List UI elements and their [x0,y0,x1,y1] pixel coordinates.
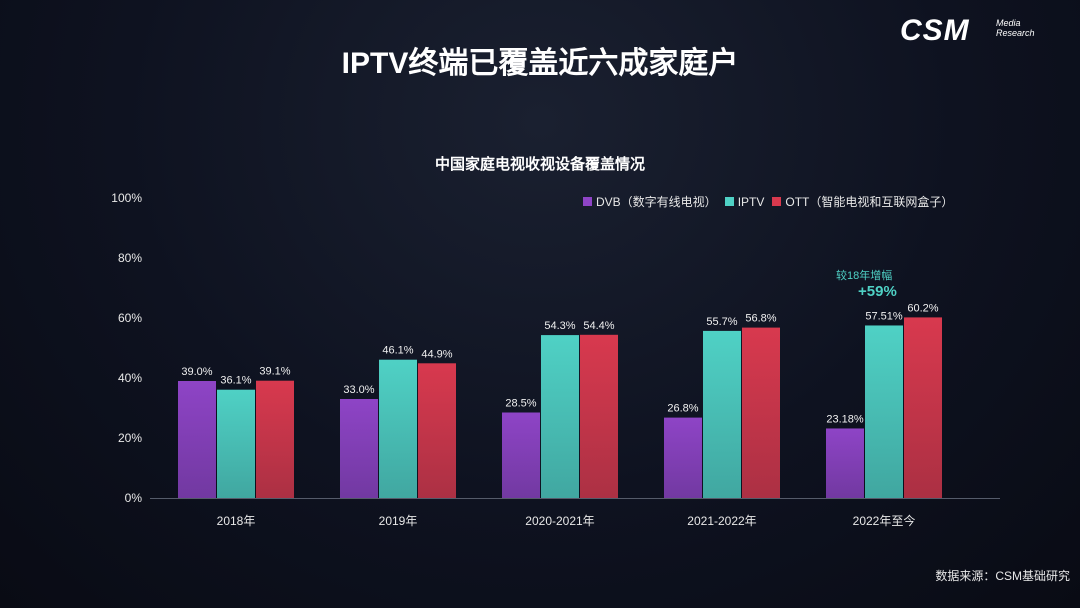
x-tick-label: 2018年 [217,514,256,528]
legend-swatch-ott [772,197,782,206]
csm-logo: CSM Media Research [900,14,1050,48]
data-label: 36.1% [220,375,251,387]
bar-ott [580,334,618,498]
data-label: 60.2% [907,302,938,314]
bar-iptv [541,335,579,498]
data-source: 数据来源：CSM基础研究 [935,569,1070,583]
legend-label-iptv: IPTV [737,194,765,209]
bar-ott [256,380,294,498]
legend-item-dvb: DVB（数字有线电视） [583,193,717,210]
data-label: 54.3% [544,320,575,332]
bar-dvb [826,428,864,498]
data-label: 46.1% [382,345,413,357]
logo-mark: CSM [900,14,970,47]
bar-dvb [664,417,702,498]
bar-dvb [340,399,378,498]
y-tick-label: 20% [118,431,142,445]
chart-legend: DVB（数字有线电视） IPTV OTT（智能电视和互联网盒子） [583,193,961,210]
data-label: 26.8% [667,403,698,415]
y-tick-label: 100% [111,191,142,205]
x-tick-label: 2022年至今 [853,513,916,528]
data-label: 39.0% [181,366,212,378]
legend-item-ott: OTT（智能电视和互联网盒子） [772,193,953,210]
data-label: 54.4% [583,320,614,332]
bar-dvb [178,381,216,498]
bar-ott [418,363,456,498]
y-tick-label: 0% [125,491,143,505]
y-tick-label: 40% [118,371,142,385]
data-label: 28.5% [505,398,536,410]
legend-swatch-dvb [583,197,592,206]
data-label: 56.8% [745,313,776,325]
bar-dvb [502,412,540,498]
data-label: 39.1% [259,366,290,378]
data-label: 44.9% [421,348,452,360]
y-tick-label: 60% [118,311,142,325]
bar-iptv [217,389,255,498]
bar-iptv [379,359,417,498]
growth-annotation-value: +59% [858,283,897,300]
legend-label-dvb: DVB（数字有线电视） [596,195,717,209]
logo-subtext: Media Research [996,18,1035,38]
chart-title: 中国家庭电视收视设备覆盖情况 [434,156,645,173]
bar-ott [904,317,942,498]
data-label: 23.18% [826,413,864,425]
x-tick-label: 2020-2021年 [525,514,594,528]
data-label: 55.7% [706,316,737,328]
bar-iptv [865,325,903,498]
legend-item-iptv: IPTV [724,194,765,209]
page-title: IPTV终端已覆盖近六成家庭户 [341,47,739,80]
x-tick-label: 2019年 [379,514,418,528]
legend-swatch-iptv [724,197,734,206]
data-label: 33.0% [343,384,374,396]
growth-annotation-label: 较18年增幅 [836,270,893,282]
data-label: 57.51% [865,310,903,322]
legend-label-ott: OTT（智能电视和互联网盒子） [785,195,954,209]
y-tick-label: 80% [118,251,142,265]
x-tick-label: 2021-2022年 [687,514,756,528]
bar-ott [742,327,780,498]
bar-iptv [703,330,741,498]
